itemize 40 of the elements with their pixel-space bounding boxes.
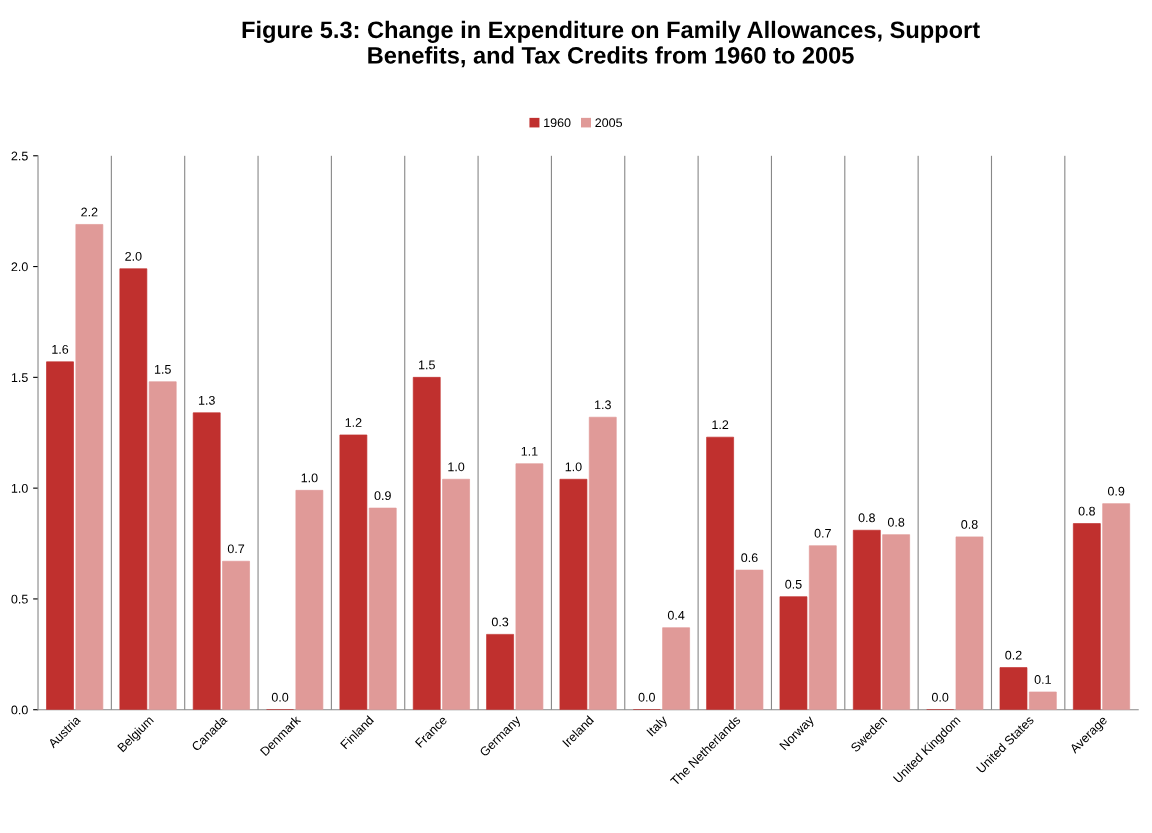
x-tick-label: Italy [646, 714, 670, 739]
data-label: 1.0 [565, 462, 582, 472]
data-label: 1.5 [419, 360, 435, 370]
data-label: 2.0 [125, 251, 142, 261]
chart-title: Figure 5.3: Change in Expenditure on Family Allowances, Support Benefits, and Tax Credits from 1960 to 2005 [242, 20, 980, 68]
data-label: 0.9 [1107, 486, 1125, 496]
data-label: 1.2 [345, 418, 362, 427]
data-label: 1.0 [301, 473, 318, 483]
data-label: 0.0 [638, 692, 655, 702]
y-tick-label: 1.5 [11, 373, 28, 382]
data-label: 1.3 [595, 400, 611, 410]
data-label: 0.0 [271, 692, 289, 702]
data-label: 0.7 [227, 544, 245, 554]
data-label: 0.0 [931, 692, 949, 702]
data-label: 0.5 [785, 579, 802, 589]
data-label: 0.6 [741, 553, 758, 563]
data-label: 0.8 [858, 513, 875, 523]
y-tick-label: 1.0 [11, 483, 28, 493]
data-label: 1.3 [198, 395, 215, 405]
data-label: 2.2 [81, 207, 98, 217]
data-label: 1.2 [712, 420, 729, 430]
y-tick-label: 2.5 [11, 151, 28, 161]
data-label: 0.4 [667, 610, 685, 620]
data-label: 0.7 [814, 528, 831, 538]
data-label: 0.1 [1034, 675, 1051, 684]
data-label: 1.5 [154, 365, 171, 374]
data-label: 1.1 [521, 447, 538, 456]
data-label: 0.8 [1078, 506, 1095, 516]
y-tick-label: 0.0 [11, 705, 28, 715]
legend-label: 2005 [595, 118, 623, 128]
data-label: 0.8 [961, 520, 978, 529]
data-label: 0.3 [491, 617, 509, 627]
data-label: 0.8 [887, 517, 905, 527]
y-tick-label: 0.5 [11, 594, 28, 604]
legend-label: 1960 [544, 118, 571, 128]
data-label: 0.9 [374, 491, 391, 501]
data-label: 1.0 [448, 462, 465, 472]
data-label: 0.2 [1005, 650, 1022, 660]
y-tick-label: 2.0 [11, 262, 28, 272]
data-label: 1.6 [52, 344, 69, 354]
